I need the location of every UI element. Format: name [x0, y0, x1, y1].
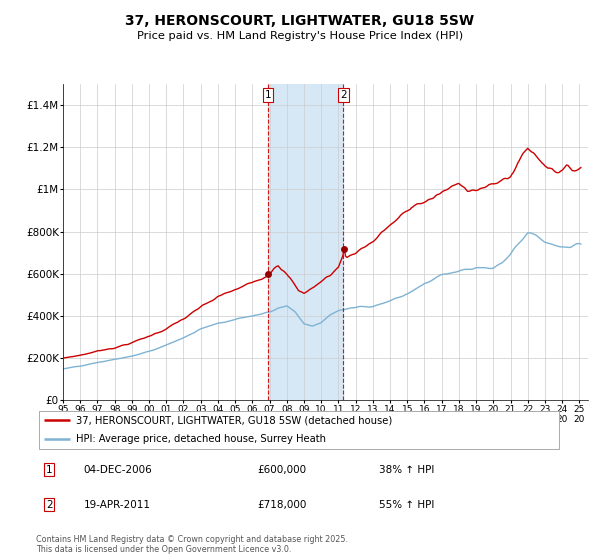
Text: 55% ↑ HPI: 55% ↑ HPI	[379, 500, 434, 510]
Text: 1: 1	[46, 465, 53, 475]
Text: 1: 1	[265, 90, 271, 100]
Text: 19-APR-2011: 19-APR-2011	[83, 500, 151, 510]
Bar	[268, 84, 343, 400]
Text: 2: 2	[46, 500, 53, 510]
Text: HPI: Average price, detached house, Surrey Heath: HPI: Average price, detached house, Surr…	[76, 435, 326, 445]
Text: 2: 2	[340, 90, 347, 100]
Text: £600,000: £600,000	[258, 465, 307, 475]
Text: 37, HERONSCOURT, LIGHTWATER, GU18 5SW: 37, HERONSCOURT, LIGHTWATER, GU18 5SW	[125, 14, 475, 28]
Text: £718,000: £718,000	[258, 500, 307, 510]
Text: 37, HERONSCOURT, LIGHTWATER, GU18 5SW (detached house): 37, HERONSCOURT, LIGHTWATER, GU18 5SW (d…	[76, 415, 392, 425]
Text: 04-DEC-2006: 04-DEC-2006	[83, 465, 152, 475]
Text: Contains HM Land Registry data © Crown copyright and database right 2025.
This d: Contains HM Land Registry data © Crown c…	[36, 535, 348, 554]
Text: Price paid vs. HM Land Registry's House Price Index (HPI): Price paid vs. HM Land Registry's House …	[137, 31, 463, 41]
FancyBboxPatch shape	[38, 411, 559, 449]
Text: 38% ↑ HPI: 38% ↑ HPI	[379, 465, 434, 475]
